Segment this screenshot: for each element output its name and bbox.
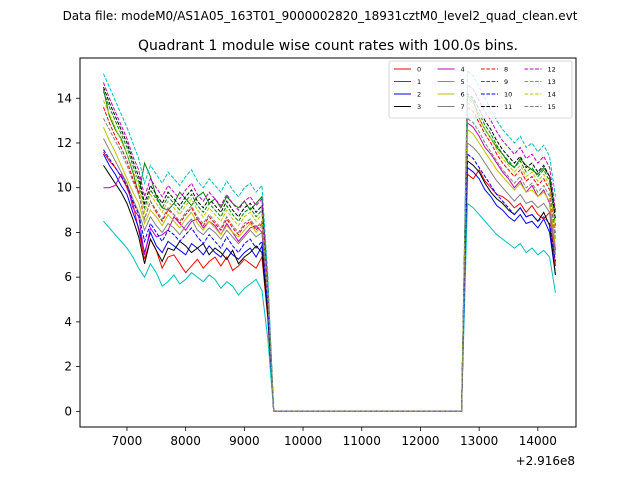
legend-label-9: 9 (504, 78, 508, 86)
series-line-15 (103, 117, 556, 412)
series-line-5 (103, 202, 556, 412)
legend-label-7: 7 (461, 103, 465, 111)
series-line-14 (103, 100, 556, 412)
series-line-11 (103, 86, 556, 412)
legend-label-5: 5 (461, 78, 465, 86)
legend-label-13: 13 (548, 78, 556, 86)
x-tick-label: 13000 (460, 434, 498, 448)
series-lines (102, 70, 556, 412)
y-tick-label: 10 (57, 181, 72, 195)
legend-label-15: 15 (548, 103, 556, 111)
legend-label-2: 2 (417, 90, 421, 98)
legend-label-0: 0 (417, 65, 421, 73)
y-tick-label: 0 (64, 404, 72, 418)
y-tick-label: 4 (64, 315, 72, 329)
x-tick-label: 8000 (170, 434, 201, 448)
legend-label-8: 8 (504, 65, 508, 73)
axes-frame (79, 57, 577, 428)
x-tick-label: 11000 (343, 434, 381, 448)
x-tick-label: 12000 (401, 434, 439, 448)
y-tick-label: 12 (57, 136, 72, 150)
series-line-4 (103, 121, 556, 412)
plot-area (102, 70, 556, 412)
axis-ticks: 7000 8000 9000 10000 11000 12000 13000 14000 0 2 4… (57, 91, 557, 448)
x-axis-offset-label: +2.916e8 (516, 454, 575, 468)
series-line-12 (103, 82, 556, 412)
y-tick-label: 6 (64, 270, 72, 284)
legend-label-1: 1 (417, 78, 421, 86)
y-tick-label: 14 (57, 91, 72, 105)
x-tick-label: 10000 (284, 434, 322, 448)
series-line-9 (103, 91, 556, 412)
chart-title: Quadrant 1 module wise count rates with … (138, 38, 518, 54)
legend-label-12: 12 (548, 65, 556, 73)
x-tick-label: 9000 (229, 434, 260, 448)
series-line-3 (103, 159, 556, 412)
legend-box (388, 60, 573, 119)
series-line-8 (103, 106, 556, 412)
figure-suptitle: Data file: modeM0/AS1A05_163T01_90000028… (63, 9, 578, 23)
series-line-7 (103, 138, 556, 412)
y-tick-label: 2 (64, 360, 72, 374)
legend-label-3: 3 (417, 103, 421, 111)
legend-label-11: 11 (504, 103, 512, 111)
series-line-6 (103, 127, 556, 412)
y-tick-label: 8 (64, 225, 72, 239)
x-tick-label: 7000 (112, 434, 143, 448)
series-line-10 (103, 149, 556, 412)
x-tick-label: 14000 (519, 434, 557, 448)
legend-label-6: 6 (461, 90, 465, 98)
legend-label-4: 4 (461, 65, 465, 73)
legend-label-10: 10 (504, 90, 512, 98)
series-line-13 (103, 70, 556, 412)
legend-label-14: 14 (548, 90, 556, 98)
